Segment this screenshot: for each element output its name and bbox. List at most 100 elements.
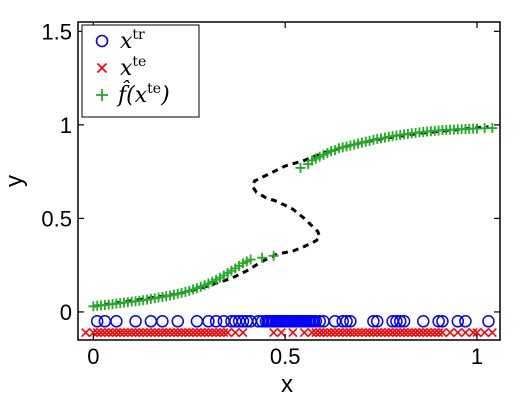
- test-point-stroke: [453, 327, 463, 338]
- test-point-stroke: [422, 327, 432, 338]
- legend-label-xte-sup: te: [132, 54, 146, 70]
- train-point: [309, 315, 323, 328]
- test-point-stroke: [430, 327, 440, 338]
- test-point: [487, 327, 497, 338]
- train-point: [482, 315, 495, 328]
- test-point: [364, 327, 375, 338]
- test-point-stroke: [161, 327, 171, 338]
- test-point-stroke: [211, 327, 221, 338]
- test-point-stroke: [130, 327, 141, 338]
- plot-area: [81, 123, 498, 338]
- test-point: [326, 327, 336, 338]
- test-point-stroke: [150, 327, 160, 338]
- train-point: [190, 315, 204, 328]
- test-point-stroke: [192, 327, 202, 338]
- test-point: [88, 327, 98, 338]
- test-point: [192, 327, 202, 338]
- test-point: [177, 327, 187, 338]
- test-point-stroke: [376, 327, 386, 338]
- test-point: [376, 327, 386, 338]
- test-point-stroke: [472, 327, 482, 338]
- y-tick-label: 1.5: [41, 19, 72, 44]
- test-point-stroke: [368, 327, 378, 338]
- test-point: [422, 327, 432, 338]
- test-point: [430, 327, 440, 338]
- test-point-stroke: [388, 327, 398, 338]
- test-point-stroke: [177, 327, 187, 338]
- test-point-stroke: [322, 327, 332, 338]
- test-point: [238, 327, 248, 338]
- test-point: [200, 327, 210, 338]
- test-point: [134, 327, 144, 338]
- test-point-stroke: [169, 327, 179, 338]
- test-point-stroke: [146, 327, 156, 338]
- test-point: [357, 327, 367, 338]
- test-point-stroke: [426, 327, 436, 338]
- x-tick-label: 0.5: [270, 344, 301, 369]
- train-point: [144, 315, 158, 328]
- test-point-stroke: [468, 327, 478, 338]
- test-point-stroke: [311, 327, 321, 338]
- test-point-stroke: [203, 327, 214, 338]
- test-point: [395, 327, 405, 338]
- test-point: [345, 327, 355, 338]
- test-point: [230, 327, 240, 338]
- test-point-stroke: [288, 327, 298, 338]
- test-point: [437, 327, 448, 338]
- test-point-stroke: [380, 327, 390, 338]
- test-point: [384, 327, 394, 338]
- test-point-stroke: [414, 327, 425, 338]
- test-point: [100, 327, 110, 338]
- test-point: [388, 327, 398, 338]
- axes-frame: [77, 21, 501, 341]
- test-point: [403, 327, 413, 338]
- test-point-stroke: [100, 327, 110, 338]
- test-point: [127, 327, 137, 338]
- train-point: [236, 315, 250, 328]
- true-function-curve: [93, 125, 489, 308]
- x-axis-label: x: [281, 371, 293, 398]
- train-point: [171, 315, 184, 328]
- legend: xtr xte f̂(xte): [81, 24, 200, 118]
- legend-label-fhat-base: f̂(x: [116, 81, 148, 108]
- test-point: [203, 327, 214, 338]
- test-point: [434, 327, 444, 338]
- test-point-stroke: [81, 327, 91, 338]
- test-point-stroke: [437, 327, 448, 338]
- legend-entry-xtr: xtr: [95, 27, 145, 54]
- test-point-stroke: [372, 327, 382, 338]
- test-point: [330, 327, 340, 338]
- test-point: [81, 327, 91, 338]
- test-point-stroke: [487, 327, 497, 338]
- y-tick-label: 1: [60, 113, 72, 138]
- train-point: [110, 315, 123, 328]
- test-point-stroke: [107, 327, 118, 338]
- legend-label-fhat-suffix: ): [160, 83, 170, 108]
- test-point-stroke: [165, 327, 175, 338]
- test-point-stroke: [88, 327, 98, 338]
- test-point: [165, 327, 175, 338]
- test-point: [318, 327, 329, 338]
- test-point-stroke: [157, 327, 167, 338]
- test-point-stroke: [326, 327, 336, 338]
- legend-x-marker: [96, 62, 108, 74]
- train-point: [367, 315, 380, 328]
- y-tick-label: 0: [60, 300, 72, 325]
- test-point: [215, 327, 225, 338]
- test-point-stroke: [153, 327, 164, 338]
- test-point: [153, 327, 164, 338]
- test-point-stroke: [119, 327, 129, 338]
- test-point-stroke: [207, 327, 217, 338]
- test-point: [104, 327, 114, 338]
- test-point-stroke: [338, 327, 348, 338]
- train-point: [370, 315, 384, 328]
- train-point: [394, 315, 407, 328]
- test-point: [315, 327, 325, 338]
- test-point-stroke: [96, 327, 106, 338]
- test-point: [150, 327, 160, 338]
- test-point: [311, 327, 321, 338]
- train-point: [397, 315, 411, 328]
- test-point: [157, 327, 167, 338]
- train-point: [336, 315, 349, 328]
- test-point: [115, 327, 125, 338]
